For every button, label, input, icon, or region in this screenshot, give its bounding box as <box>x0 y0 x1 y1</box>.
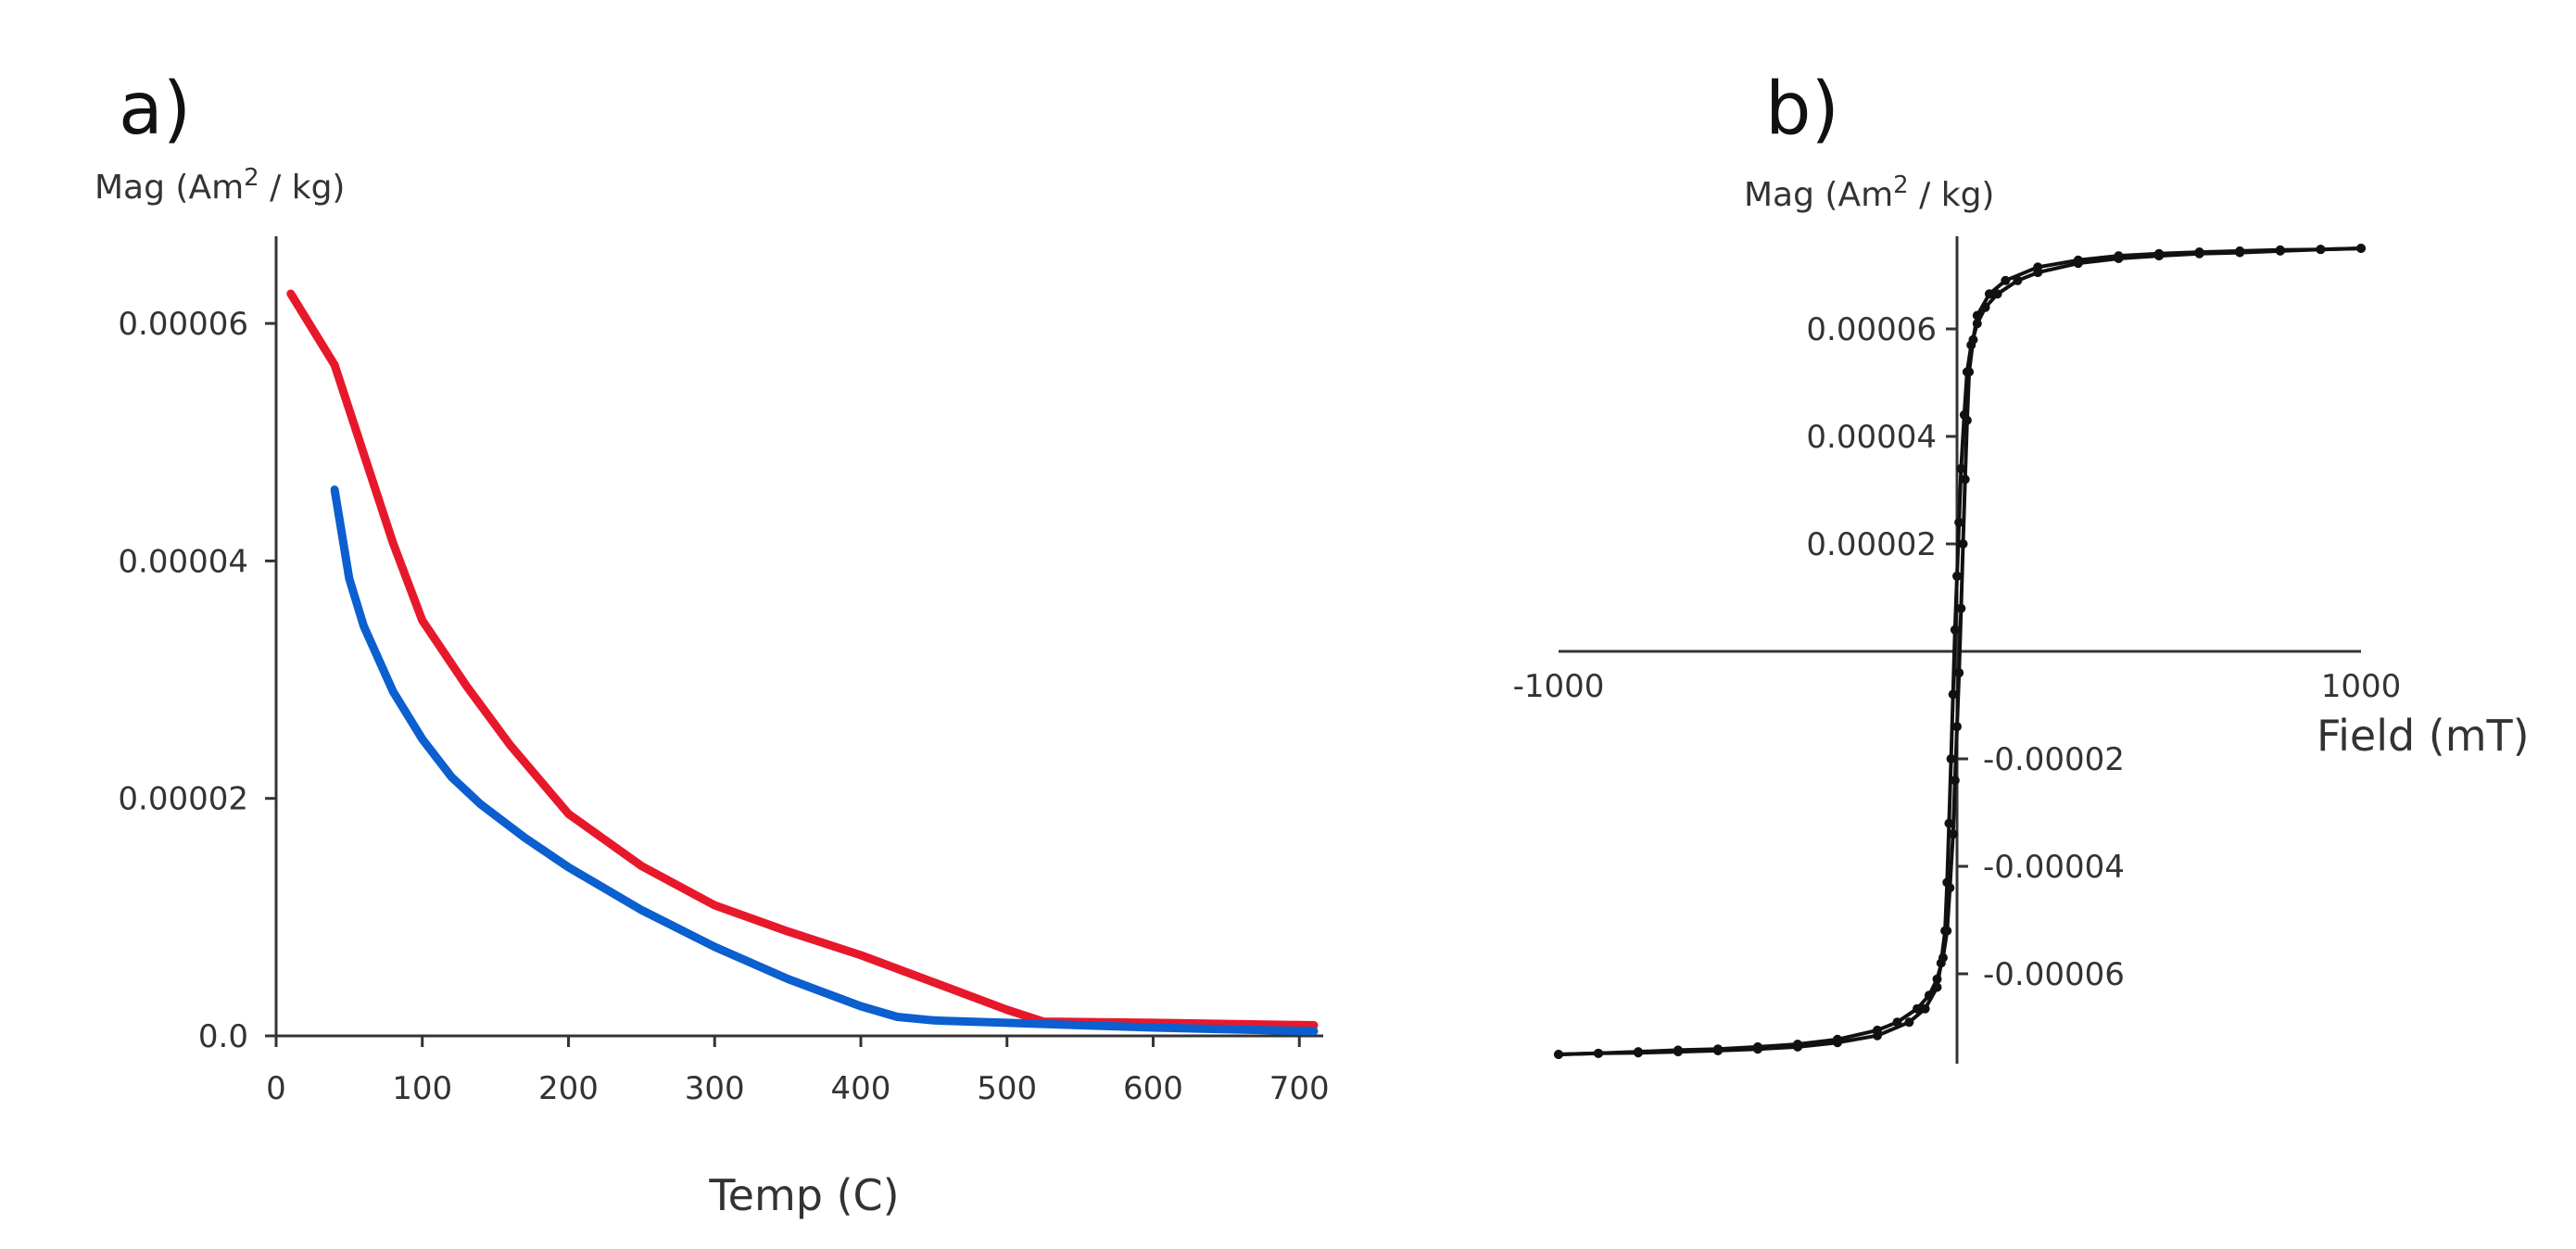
panel-b-data-point <box>1946 754 1956 763</box>
panel-b-data-point <box>1873 1025 1882 1035</box>
panel-a-x-tick-label: 0 <box>266 1070 286 1107</box>
panel-b-y-axis-label-sup: 2 <box>1893 171 1909 199</box>
panel-b-data-point <box>1932 982 1942 992</box>
panel-b-data-point <box>1950 776 1960 786</box>
panel-b-data-point <box>1945 883 1955 893</box>
panel-a-y-tick-label: 0.00006 <box>118 306 248 343</box>
panel-b: b) Mag (Am2 / kg) 0.00006 0.00004 0.0000… <box>1513 68 2530 1064</box>
panel-b-data-point <box>1594 1048 1603 1058</box>
panel-b-y-tick-label: 0.00006 <box>1806 311 1937 348</box>
panel-a-x-tick-label: 200 <box>538 1070 599 1107</box>
panel-a-y-tick-label: 0.00004 <box>118 543 248 580</box>
panel-b-data-point <box>1992 289 2002 299</box>
panel-b-data-point <box>1964 367 1975 377</box>
panel-b-y-tick-label: -0.00004 <box>1983 849 2125 886</box>
panel-b-data-point <box>2194 247 2204 258</box>
panel-b-data-point <box>1952 722 1962 732</box>
panel-a-y-axis-label-end: / kg) <box>259 169 346 207</box>
panel-b-data-point <box>1984 289 1994 299</box>
panel-b-data-point <box>1938 953 1948 963</box>
panel-b-data-point <box>1924 990 1934 1001</box>
panel-b-data-point <box>2316 245 2326 255</box>
panel-b-data-point <box>2114 251 2124 261</box>
panel-b-y-ticks: 0.00006 0.00004 0.00002 -0.00002 -0.0000… <box>1806 311 2124 993</box>
panel-b-x-tick-label: -1000 <box>1513 668 1605 705</box>
panel-a-x-tick-label: 400 <box>831 1070 891 1107</box>
panel-b-data-point <box>1904 1017 1914 1028</box>
panel-b-data-point <box>2356 244 2366 253</box>
panel-a-y-axis-label-sup: 2 <box>244 164 259 192</box>
panel-a-x-ticks: 0 100 200 300 400 500 600 700 <box>266 1036 1330 1107</box>
panel-a-x-tick-label: 600 <box>1123 1070 1183 1107</box>
panel-b-data-point <box>1962 415 1972 425</box>
panel-b-y-tick-label: -0.00006 <box>1983 956 2125 993</box>
panel-b-data-point <box>1942 926 1952 936</box>
panel-b-data-point <box>1958 539 1968 549</box>
panel-b-data-point <box>1920 1003 1930 1014</box>
panel-b-label: b) <box>1765 68 1839 151</box>
panel-b-data-point <box>1956 463 1966 473</box>
panel-b-data-point <box>1944 818 1954 828</box>
panel-b-points <box>1554 244 2366 1059</box>
panel-b-data-point <box>1968 334 1978 345</box>
panel-b-data-point <box>1950 624 1960 635</box>
panel-a-x-tick-label: 300 <box>685 1070 745 1107</box>
panel-b-y-axis-label: Mag (Am2 / kg) <box>1744 171 1994 214</box>
panel-b-data-point <box>1713 1044 1723 1054</box>
panel-b-data-point <box>1952 571 1962 581</box>
panel-a-label: a) <box>119 68 191 151</box>
panel-a-y-axis-label-main: Mag (Am <box>95 169 244 207</box>
panel-b-y-axis-label-main: Mag (Am <box>1744 176 1893 214</box>
panel-b-data-point <box>1980 302 1990 312</box>
panel-b-y-tick-label: -0.00002 <box>1983 741 2125 778</box>
panel-b-y-tick-label: 0.00004 <box>1806 419 1937 456</box>
panel-a-y-axis-label: Mag (Am2 / kg) <box>95 164 345 207</box>
panel-b-data-point <box>1753 1041 1762 1052</box>
panel-a-x-tick-label: 500 <box>977 1070 1037 1107</box>
panel-b-data-point <box>1932 974 1942 984</box>
panel-b-data-point <box>2033 262 2043 272</box>
panel-b-data-point <box>1913 1003 1922 1014</box>
panel-a-series-heating-line <box>286 289 1319 1029</box>
panel-b-series-lower-branch-line <box>1558 246 2362 1056</box>
panel-b-y-axis-label-end: / kg) <box>1909 176 1995 214</box>
panel-b-data-point <box>1960 474 1970 485</box>
panel-b-data-point <box>1948 829 1958 839</box>
panel-b-data-point <box>2275 245 2285 255</box>
panel-b-data-point <box>2235 246 2245 256</box>
panel-b-series-upper-branch-line <box>1558 246 2362 1056</box>
panel-b-x-ticks: -1000 1000 <box>1513 668 2402 705</box>
panel-a-x-tick-label: 700 <box>1269 1070 1330 1107</box>
panel-b-x-tick-label: 1000 <box>2321 668 2402 705</box>
panel-b-data-point <box>1956 603 1966 613</box>
panel-a-y-tick-label: 0.0 <box>198 1018 248 1055</box>
panel-a: a) Mag (Am2 / kg) 0.0 0.00002 0.00004 0.… <box>95 68 1330 1220</box>
panel-b-data-point <box>1972 310 1982 321</box>
panel-a-series-cooling-line <box>330 486 1319 1036</box>
panel-b-data-point <box>1954 517 1964 527</box>
panel-b-data-point <box>1793 1039 1802 1049</box>
panel-b-data-point <box>1554 1050 1563 1059</box>
panel-b-y-tick-label: 0.00002 <box>1806 526 1937 563</box>
panel-a-y-ticks: 0.0 0.00002 0.00004 0.00006 <box>118 306 276 1055</box>
panel-b-data-point <box>1673 1045 1683 1055</box>
panel-b-data-point <box>1833 1034 1842 1044</box>
panel-b-data-point <box>1972 319 1982 329</box>
panel-b-data-point <box>2073 255 2083 265</box>
panel-b-data-point <box>2154 248 2164 259</box>
panel-a-x-axis-label: Temp (C) <box>708 1170 899 1220</box>
panel-a-y-tick-label: 0.00002 <box>118 781 248 818</box>
panel-b-data-point <box>1948 689 1958 700</box>
panel-b-data-point <box>1954 668 1964 678</box>
panel-a-x-tick-label: 100 <box>392 1070 452 1107</box>
panel-b-data-point <box>1892 1017 1902 1028</box>
panel-b-x-axis-label: Field (mT) <box>2317 711 2530 761</box>
panel-b-data-point <box>2013 275 2023 285</box>
panel-b-data-point <box>2001 275 2011 285</box>
panel-b-data-point <box>1634 1047 1643 1057</box>
